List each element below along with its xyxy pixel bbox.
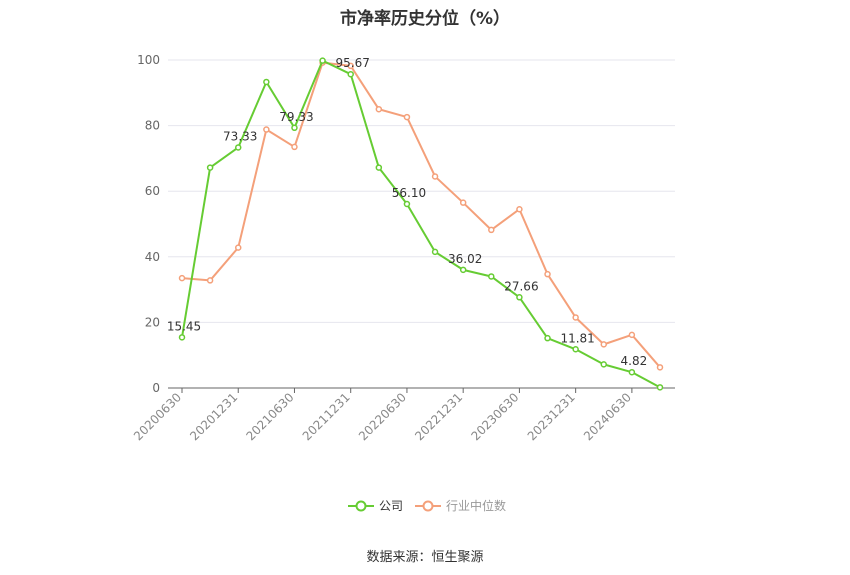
data-point <box>403 113 411 121</box>
data-point <box>572 314 579 321</box>
data-point <box>403 200 411 208</box>
data-label: 95.67 <box>336 56 370 70</box>
data-point <box>375 105 383 113</box>
data-point <box>516 294 523 301</box>
data-point <box>234 244 242 251</box>
x-tick-label: 20210630 <box>244 390 297 443</box>
x-tick-label: 20220630 <box>356 390 409 443</box>
data-label: 56.10 <box>392 186 426 200</box>
data-point <box>572 346 579 353</box>
data-point <box>263 78 270 86</box>
data-label: 27.66 <box>504 279 538 293</box>
data-point <box>459 266 467 274</box>
series-line-1 <box>181 61 661 368</box>
chart-title: 市净率历史分位（%） <box>339 9 511 29</box>
data-point <box>656 364 664 371</box>
data-point <box>347 62 354 70</box>
y-tick-label: 60 <box>145 184 160 198</box>
data-point <box>488 273 495 280</box>
data-point <box>628 368 636 376</box>
x-tick-label: 20240630 <box>581 390 634 443</box>
data-point <box>600 361 608 368</box>
data-label: 79.33 <box>279 110 313 124</box>
data-point <box>206 164 214 171</box>
x-tick-label: 20221231 <box>412 390 465 443</box>
y-tick-label: 40 <box>145 250 160 264</box>
legend: 公司 行业中位数 <box>348 497 518 514</box>
data-point <box>234 144 242 151</box>
data-label: 11.81 <box>560 331 594 345</box>
data-point <box>656 384 664 391</box>
data-point <box>347 70 354 78</box>
legend-item-company[interactable]: 公司 <box>348 497 403 514</box>
data-point <box>319 57 326 64</box>
y-tick-label: 20 <box>145 315 160 329</box>
y-tick-label: 100 <box>137 53 160 67</box>
data-point <box>516 205 523 213</box>
data-point <box>375 164 383 171</box>
x-tick-label: 20230630 <box>468 390 521 443</box>
data-point <box>431 173 439 180</box>
data-label: 36.02 <box>448 252 482 266</box>
data-point <box>178 274 186 282</box>
legend-label-industry-median: 行业中位数 <box>446 499 507 513</box>
data-point <box>544 334 551 342</box>
data-point <box>628 331 636 339</box>
data-point <box>178 334 186 341</box>
data-label: 73.33 <box>223 129 257 143</box>
x-tick-label: 20201231 <box>187 390 240 443</box>
data-label: 4.82 <box>621 354 648 368</box>
data-label: 15.45 <box>167 319 201 333</box>
data-point <box>291 124 298 132</box>
x-tick-label: 20231231 <box>525 390 578 443</box>
data-point <box>459 199 467 206</box>
data-point <box>206 277 214 284</box>
data-point <box>291 143 298 151</box>
y-tick-label: 0 <box>152 381 160 395</box>
legend-label-company: 公司 <box>379 499 404 513</box>
source-note: 数据来源：恒生聚源 <box>366 550 484 565</box>
data-point <box>263 126 270 133</box>
series-line-0 <box>181 59 661 389</box>
data-point <box>431 248 439 256</box>
x-tick-label: 20211231 <box>300 390 353 443</box>
data-point <box>600 341 608 348</box>
data-point <box>488 226 495 234</box>
y-tick-label: 80 <box>145 119 160 133</box>
data-point <box>544 270 551 278</box>
x-tick-label: 20200630 <box>131 390 184 443</box>
legend-marker-industry-median <box>415 500 442 511</box>
legend-item-industry-median[interactable]: 行业中位数 <box>415 497 506 514</box>
legend-marker-company <box>348 500 374 511</box>
